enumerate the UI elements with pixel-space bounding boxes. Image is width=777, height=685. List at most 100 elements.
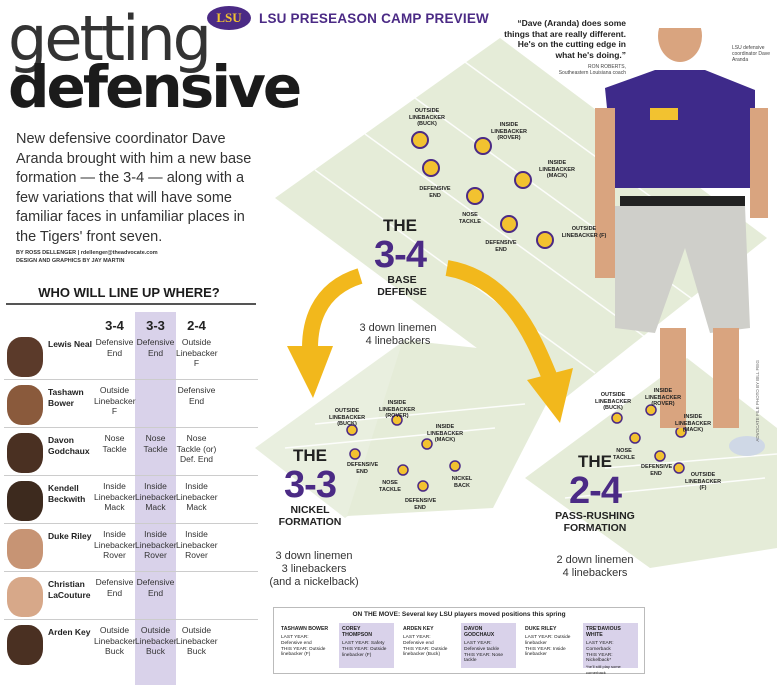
player-row: Christian LaCouture Defensive End Defensiv… xyxy=(0,573,258,621)
quote-source-title: Southeastern Louisiana coach xyxy=(558,70,626,76)
pos-label: NOSE TACKLE xyxy=(459,212,481,225)
byline-author: BY ROSS DELLENGER | rdellenger@theadvoca… xyxy=(16,250,158,256)
header-title: LSU PRESEASON CAMP PREVIEW xyxy=(259,10,489,26)
formation-3-4-desc: 3 down linemen 4 linebackers xyxy=(343,322,453,348)
move-card: TASHAWN BOWER LAST YEAR: Defensive end THI… xyxy=(278,623,333,668)
player-photo xyxy=(7,433,43,473)
player-name: Christian LaCouture xyxy=(48,579,91,600)
pos-label: NOSE TACKLE xyxy=(379,480,401,493)
pos-label: INSIDE LINEBACKER (ROVER) xyxy=(379,400,416,419)
shirt-logo xyxy=(650,108,678,120)
move-card-name: TRE'DAVIOUS WHITE xyxy=(586,626,621,638)
formation-3-3-desc2: 3 linebackers xyxy=(281,563,347,575)
pos-label: INSIDE LINEBACKER (MACK) xyxy=(538,160,576,179)
quote-source: RON ROBERTS, Southeastern Louisiana coac… xyxy=(498,64,626,76)
player-row: Kendell Beckwith Inside Linebacker Mack In… xyxy=(0,477,258,525)
move-card-this-year: THIS YEAR: Outside linebacker (F) xyxy=(281,646,326,658)
position-3-3: Nose Tackle xyxy=(143,433,168,454)
column-header-3-4: 3-4 xyxy=(105,318,124,333)
formation-2-4-the: THE xyxy=(578,452,612,471)
move-card-name: TASHAWN BOWER xyxy=(281,626,329,632)
player-name: Lewis Neal xyxy=(48,339,92,349)
formation-field: THE 3-4 BASE DEFENSE 3 down linemen 4 li… xyxy=(255,10,777,685)
pos-label: OUTSIDE LINEBACKER (BUCK) xyxy=(595,392,632,411)
pos-label: OUTSIDE LINEBACKER (BUCK) xyxy=(408,108,446,127)
row-divider xyxy=(4,475,258,476)
coach-arm xyxy=(595,108,615,278)
pos-label: INSIDE LINEBACKER (ROVER) xyxy=(645,388,682,407)
position-2-4: Nose Tackle (or) Def. End xyxy=(176,433,217,464)
pos-label: OUTSIDE LINEBACKER (F) xyxy=(685,472,722,491)
coach-shorts xyxy=(615,206,750,333)
lsu-logo: LSU xyxy=(207,6,251,30)
photo-caption: LSU defensive coordinator Dave Aranda xyxy=(732,45,771,63)
move-card-last-year: LAST YEAR: Defensive tackle xyxy=(464,641,500,652)
players-3-3 xyxy=(346,414,461,492)
byline-design: DESIGN AND GRAPHICS BY JAY MARTIN xyxy=(16,258,125,264)
move-card: DUKE RILEY LAST YEAR: Outside linebacker T… xyxy=(522,623,577,668)
move-card-this-year: THIS YEAR: Outside linebacker (F) xyxy=(342,646,387,658)
player-icon xyxy=(514,171,532,189)
arrow-head-3-3 xyxy=(287,346,333,398)
players-2-4 xyxy=(611,404,687,474)
on-the-move-title: ON THE MOVE: Several key LSU players mov… xyxy=(352,611,566,618)
position-3-4: Outside Linebacker Buck xyxy=(94,625,136,656)
row-divider xyxy=(4,619,258,620)
pos-label: DEFENSIVE END xyxy=(641,464,673,477)
player-photo xyxy=(7,577,43,617)
player-name: Davon Godchaux xyxy=(48,435,90,456)
on-the-move-box: ON THE MOVE: Several key LSU players mov… xyxy=(273,607,645,675)
position-3-3: Defensive End xyxy=(136,577,175,598)
position-3-4: Inside Linebacker Rover xyxy=(94,529,136,560)
column-header-2-4: 2-4 xyxy=(187,318,206,333)
player-photo xyxy=(7,481,43,521)
pos-label: INSIDE LINEBACKER (ROVER) xyxy=(490,122,528,141)
quote-source-name: RON ROBERTS, xyxy=(588,64,626,70)
player-name: Kendell Beckwith xyxy=(48,483,86,504)
player-photo xyxy=(7,337,43,377)
formation-3-3-the: THE xyxy=(293,446,327,465)
formation-2-4-desc2: 4 linebackers xyxy=(562,567,628,579)
move-card-name: ARDEN KEY xyxy=(403,626,434,632)
field-diagram xyxy=(255,10,777,568)
formation-2-4-number: 2-4 xyxy=(569,470,622,512)
lineup-rule xyxy=(6,303,256,305)
coach-photo xyxy=(595,10,768,456)
row-divider xyxy=(4,523,258,524)
coach-shirt xyxy=(605,70,755,188)
position-2-4: Defensive End xyxy=(177,385,216,406)
move-card-last-year: LAST YEAR: Defensive end xyxy=(403,635,434,646)
byline: BY ROSS DELLENGER | rdellenger@theadvoca… xyxy=(16,249,158,265)
move-card-this-year: THIS YEAR: Inside linebacker xyxy=(525,646,566,658)
player-name: Tashawn Bower xyxy=(48,387,84,408)
coach-belt xyxy=(620,196,745,208)
position-2-4: Inside Linebacker Rover xyxy=(176,529,218,560)
formation-3-4-desc2: 4 linebackers xyxy=(365,335,431,347)
player-icon xyxy=(474,137,492,155)
lineup-title: WHO WILL LINE UP WHERE? xyxy=(38,285,220,300)
player-photo xyxy=(7,385,43,425)
coach-leg xyxy=(660,328,686,428)
player-icon xyxy=(466,187,484,205)
photo-credit: ADVOCATE FILE PHOTO BY BILL FEIG xyxy=(755,360,760,442)
coach-shoe xyxy=(729,436,765,456)
move-card-last-year: LAST YEAR: Outside linebacker xyxy=(525,635,571,646)
row-divider xyxy=(4,379,258,380)
position-2-4: Inside Linebacker Mack xyxy=(176,481,218,512)
pos-label: NOSE TACKLE xyxy=(613,448,635,461)
position-3-3: Defensive End xyxy=(136,337,175,358)
formation-3-3-number: 3-3 xyxy=(284,464,337,506)
player-name: Arden Key xyxy=(48,627,91,637)
pos-label: DEFENSIVE END xyxy=(405,498,437,511)
move-card: ARDEN KEY LAST YEAR: Defensive end THIS YE… xyxy=(400,623,455,668)
coach-leg xyxy=(713,328,739,428)
arrow-to-3-3 xyxy=(302,268,363,349)
pos-label: DEFENSIVE END xyxy=(419,186,451,199)
formation-3-3-label: THE 3-3 NICKEL FORMATION xyxy=(265,446,355,528)
arrow-to-2-4 xyxy=(445,260,558,381)
pos-label: DEFENSIVE END xyxy=(485,240,517,253)
position-3-4: Outside Linebacker F xyxy=(94,385,136,416)
player-row: Davon Godchaux Nose Tackle Nose Tackle Nose… xyxy=(0,429,258,477)
formation-3-3-desc3: (and a nickelback) xyxy=(269,576,359,588)
pos-label: NICKEL BACK xyxy=(451,476,473,489)
